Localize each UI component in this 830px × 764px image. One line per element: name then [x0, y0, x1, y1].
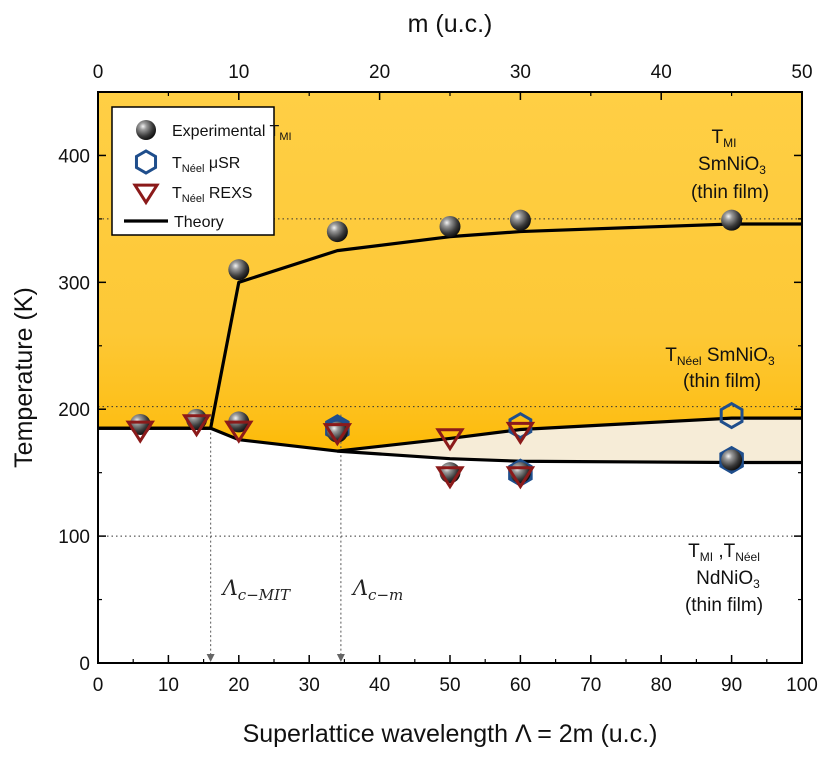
- data-markers: [125, 209, 744, 490]
- theory-curve: [98, 222, 802, 430]
- annotation-sm-tmi-form: (thin film): [691, 182, 769, 203]
- sphere-marker: [228, 259, 250, 281]
- critical-label: Λc−MIT: [221, 576, 291, 604]
- axes: 0 10 20 30 40 50 60 70 80 90 100 0 10 20 30 40 50 0 100 200…: [58, 62, 818, 696]
- annotation-sm-tmi-title: TMI: [712, 127, 737, 150]
- sphere-marker: [721, 209, 743, 231]
- top-axis-title: m (u.c.): [408, 10, 493, 38]
- legend-label: TNéel REXS: [172, 185, 252, 205]
- x-tick-label: 60: [510, 675, 531, 696]
- hexagon-marker: [719, 401, 744, 430]
- theory-curve: [98, 426, 802, 465]
- annotation-sm-tneel-title: TNéel SmNiO3: [665, 345, 775, 368]
- triangle-marker: [125, 420, 155, 444]
- critical-arrowhead: [336, 654, 345, 662]
- critical-markers: Λc−MIT Λc−m: [206, 414, 403, 662]
- x-tick-label: 90: [721, 675, 742, 696]
- y-tick-label: 0: [79, 654, 90, 675]
- critical-arrowhead: [206, 654, 215, 662]
- annotation-sm-tneel-form: (thin film): [683, 371, 761, 392]
- x-tick-label: 0: [93, 675, 104, 696]
- x-tick-label: 100: [786, 675, 818, 696]
- y-tick-label: 100: [58, 527, 90, 548]
- triangle-marker: [224, 420, 254, 444]
- annotations: TMI SmNiO3 (thin film) TNéel SmNiO3 (thi…: [665, 127, 775, 616]
- afm-region: [337, 418, 802, 463]
- triangle-marker: [435, 428, 465, 452]
- y-axis-title: Temperature (K): [10, 287, 38, 468]
- triangle-marker: [435, 466, 465, 490]
- sphere-marker: [439, 216, 461, 238]
- y-tick-label: 300: [58, 273, 90, 294]
- x-tick-label: 40: [369, 675, 390, 696]
- legend-label: Theory: [174, 214, 224, 231]
- x-tick-label: 70: [580, 675, 601, 696]
- sphere-marker: [721, 449, 743, 471]
- legend-label: Experimental TMI: [172, 123, 292, 143]
- x-tick-label: 80: [651, 675, 672, 696]
- triangle-marker: [322, 423, 353, 447]
- critical-label: Λc−m: [351, 576, 403, 604]
- x-tick-label: 50: [439, 675, 460, 696]
- x2-tick-label: 20: [369, 62, 390, 83]
- annotation-sm-tmi-material: SmNiO3: [698, 154, 766, 177]
- x2-tick-label: 50: [791, 62, 812, 83]
- sphere-marker: [509, 209, 531, 231]
- y-tick-label: 400: [58, 146, 90, 167]
- hexagon-marker: [508, 411, 533, 440]
- x2-tick-label: 40: [651, 62, 672, 83]
- theory-curves: [98, 222, 802, 465]
- sphere-marker: [129, 413, 151, 435]
- triangle-marker: [181, 414, 212, 438]
- x2-tick-label: 0: [93, 62, 104, 83]
- legend-symbol-triangle: [132, 183, 160, 206]
- sphere-marker: [186, 408, 208, 430]
- triangle-marker: [505, 421, 536, 445]
- triangle-marker: [505, 466, 536, 490]
- sphere-marker: [326, 221, 348, 243]
- x-tick-label: 30: [299, 675, 320, 696]
- legend-symbol-sphere: [136, 120, 156, 140]
- y-tick-label: 200: [58, 400, 90, 421]
- annotation-nd-title: TMI ,TNéel: [688, 541, 760, 564]
- annotation-nd-form: (thin film): [685, 595, 763, 616]
- x-tick-label: 20: [228, 675, 249, 696]
- x2-tick-label: 30: [510, 62, 531, 83]
- theory-curve: [337, 416, 802, 453]
- legend-label: TNéel μSR: [172, 155, 240, 175]
- x2-tick-label: 10: [228, 62, 249, 83]
- annotation-nd-material: NdNiO3: [696, 568, 760, 591]
- legend-symbol-hexagon: [134, 149, 158, 175]
- x-axis-title: Superlattice wavelength Λ = 2m (u.c.): [243, 720, 658, 748]
- legend: Experimental TMI TNéel μSR TNéel REXS Theor…: [111, 106, 292, 236]
- x-tick-label: 10: [158, 675, 179, 696]
